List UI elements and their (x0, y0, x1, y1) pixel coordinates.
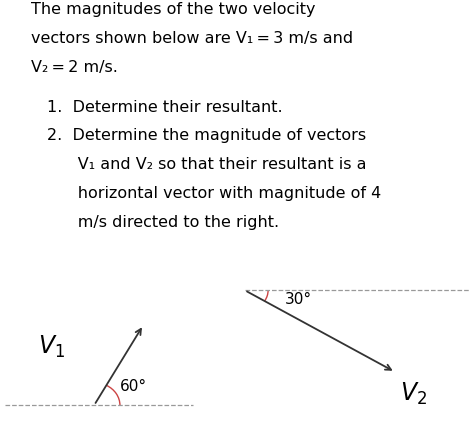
Text: V₂ = 2 m/s.: V₂ = 2 m/s. (31, 60, 118, 75)
Text: The magnitudes of the two velocity: The magnitudes of the two velocity (31, 2, 315, 17)
Text: 1.  Determine their resultant.: 1. Determine their resultant. (47, 100, 283, 115)
Text: 30°: 30° (284, 292, 312, 307)
Text: V₁ and V₂ so that their resultant is a: V₁ and V₂ so that their resultant is a (47, 157, 366, 172)
Text: vectors shown below are V₁ = 3 m/s and: vectors shown below are V₁ = 3 m/s and (31, 31, 353, 46)
Text: horizontal vector with magnitude of 4: horizontal vector with magnitude of 4 (47, 186, 381, 201)
Text: $\mathit{V}_1$: $\mathit{V}_1$ (37, 334, 64, 361)
Text: m/s directed to the right.: m/s directed to the right. (47, 215, 279, 230)
Text: 60°: 60° (120, 379, 147, 394)
Text: 2.  Determine the magnitude of vectors: 2. Determine the magnitude of vectors (47, 128, 366, 144)
Text: $\mathit{V}_2$: $\mathit{V}_2$ (400, 381, 427, 407)
